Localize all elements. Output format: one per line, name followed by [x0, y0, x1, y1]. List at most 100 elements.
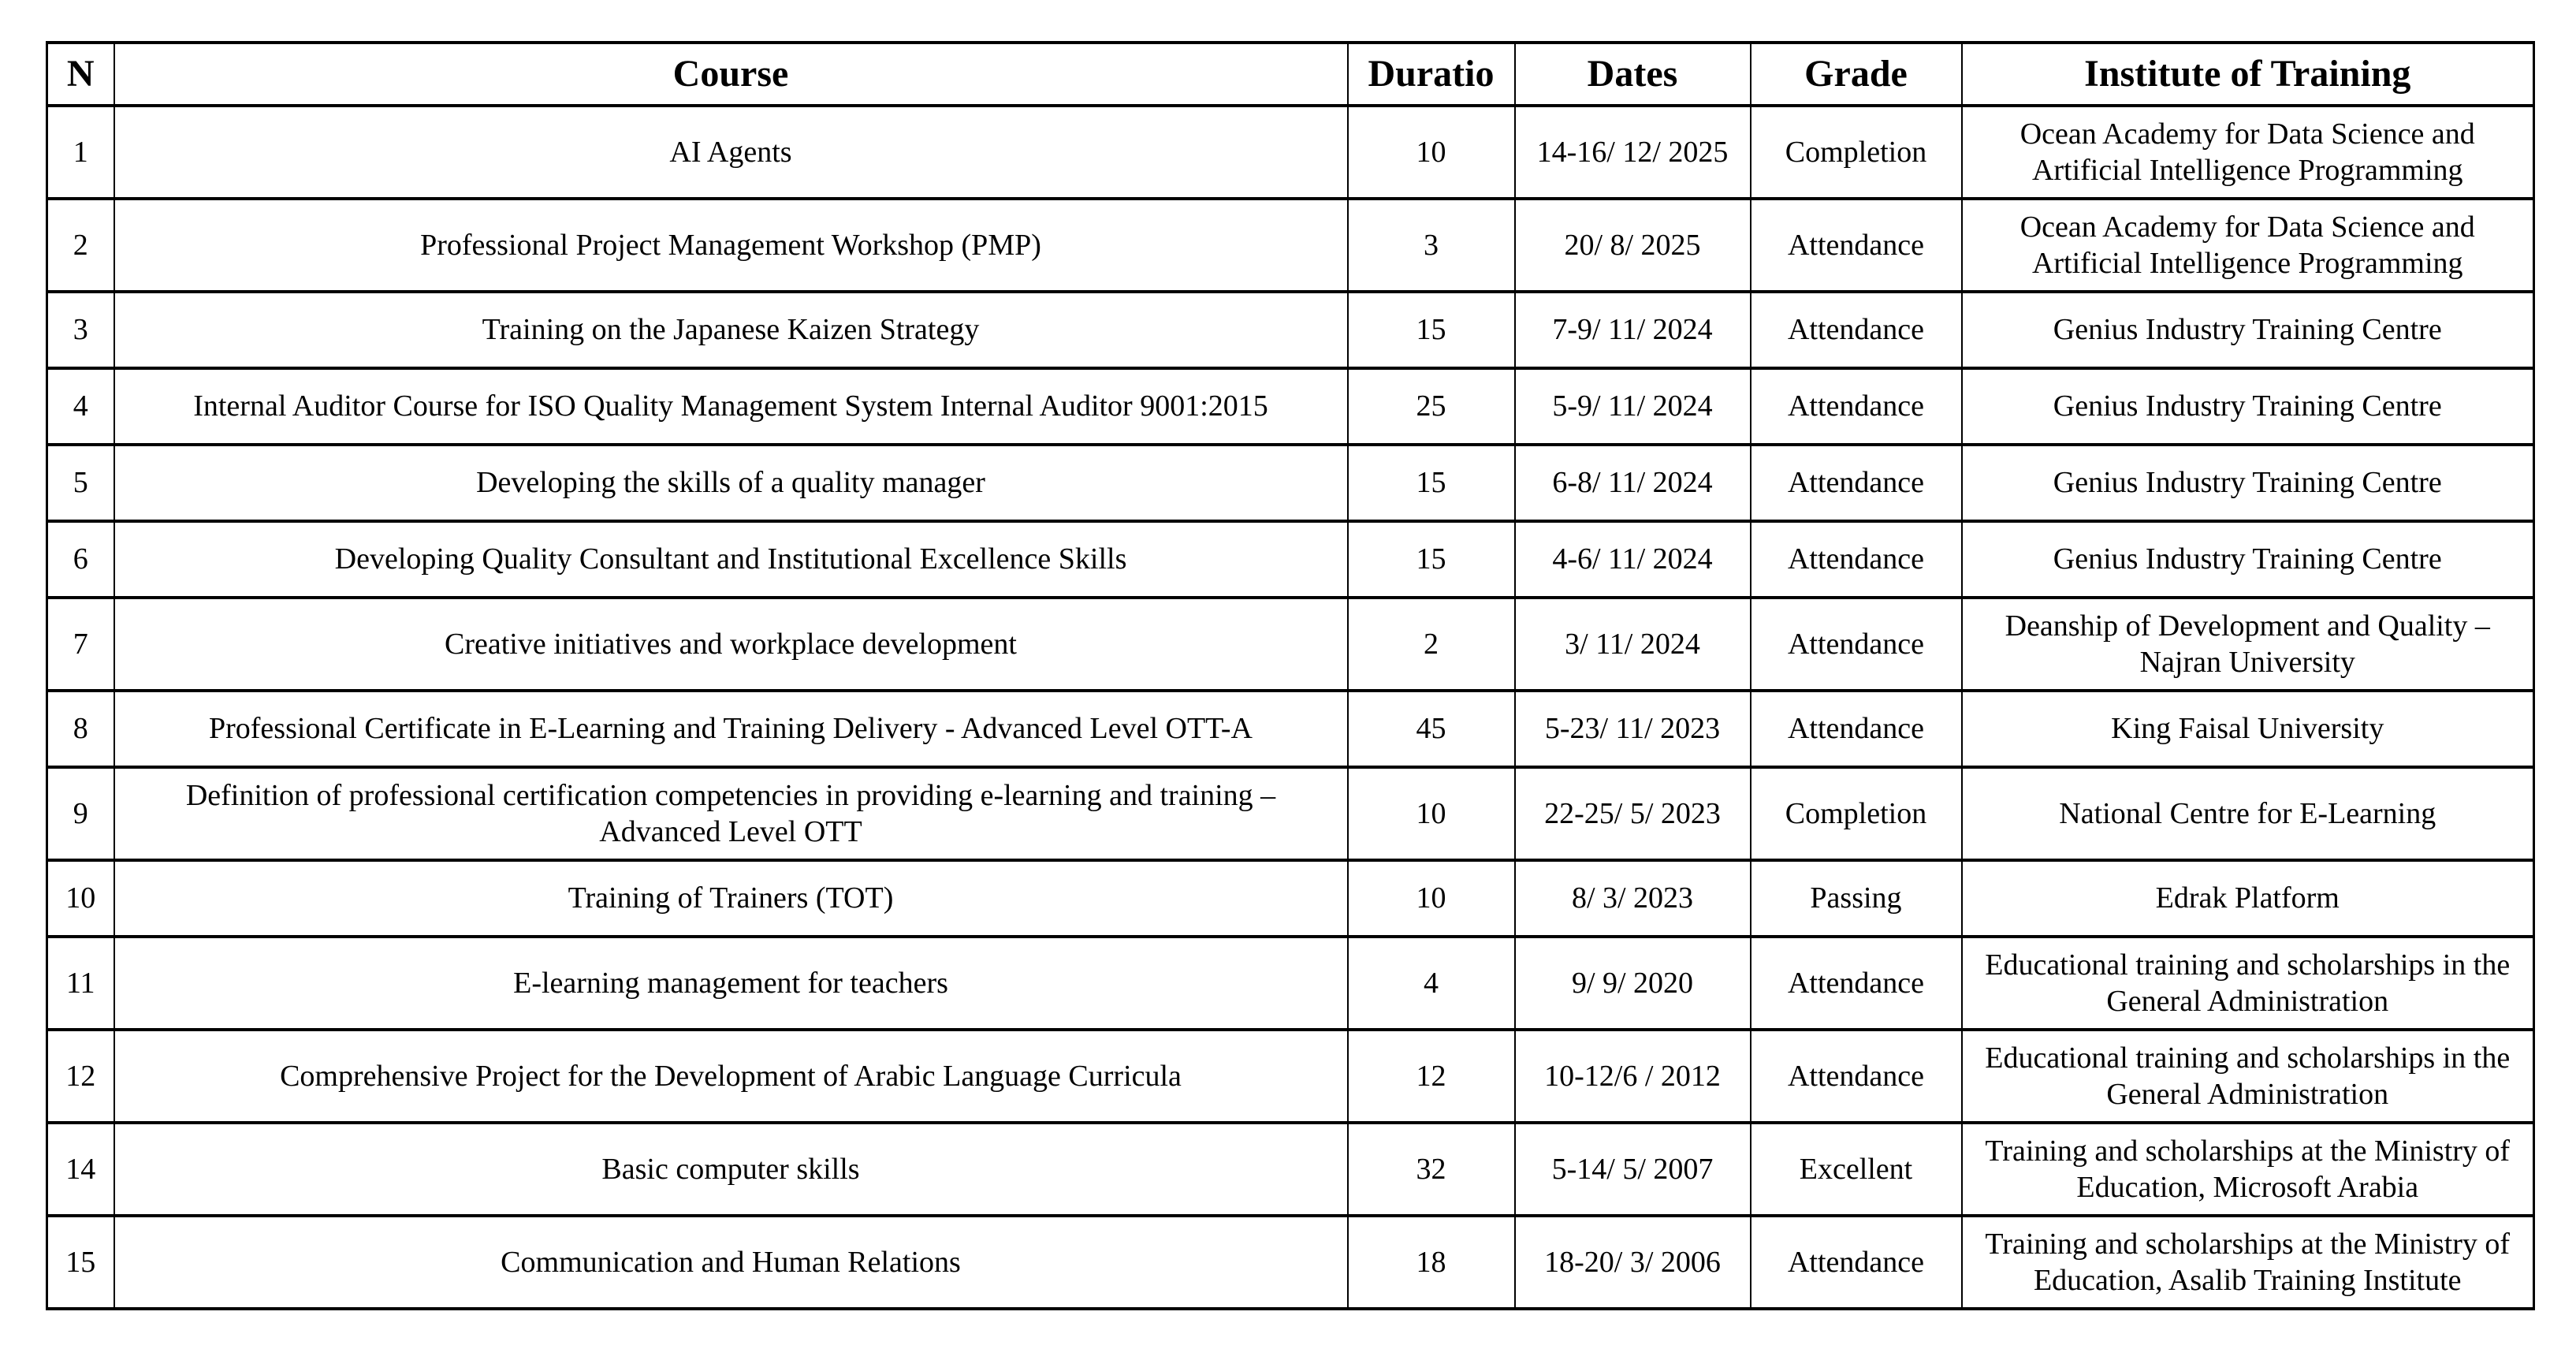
cell-grade: Excellent [1749, 1121, 1963, 1217]
cell-dates: 9/ 9/ 2020 [1513, 935, 1751, 1031]
cell-grade: Attendance [1749, 443, 1963, 523]
cell-course: Developing Quality Consultant and Instit… [113, 520, 1349, 599]
cell-institute: Training and scholarships at the Ministr… [1960, 1214, 2535, 1310]
header-duration: Duratio [1346, 41, 1516, 107]
cell-institute: Training and scholarships at the Ministr… [1960, 1121, 2535, 1217]
cell-n: 3 [46, 290, 115, 370]
cell-course: Professional Project Management Workshop… [113, 197, 1349, 293]
header-institute: Institute of Training [1960, 41, 2535, 107]
cell-n: 5 [46, 443, 115, 523]
cell-grade: Attendance [1749, 520, 1963, 599]
header-row: N Course Duratio Dates Grade Institute o… [46, 41, 2535, 107]
cell-duration: 10 [1346, 104, 1516, 200]
cell-duration: 18 [1346, 1214, 1516, 1310]
cell-n: 6 [46, 520, 115, 599]
cell-dates: 4-6/ 11/ 2024 [1513, 520, 1751, 599]
table-row: 8 Professional Certificate in E-Learning… [46, 689, 2535, 769]
table-row: 1 AI Agents 10 14-16/ 12/ 2025 Completio… [46, 104, 2535, 200]
cell-institute: King Faisal University [1960, 689, 2535, 769]
cell-course: Training of Trainers (TOT) [113, 859, 1349, 938]
cell-course: Communication and Human Relations [113, 1214, 1349, 1310]
cell-institute: Genius Industry Training Centre [1960, 367, 2535, 446]
cell-duration: 15 [1346, 520, 1516, 599]
table-row: 15 Communication and Human Relations 18 … [46, 1214, 2535, 1310]
cell-course: AI Agents [113, 104, 1349, 200]
cell-n: 1 [46, 104, 115, 200]
cell-dates: 6-8/ 11/ 2024 [1513, 443, 1751, 523]
header-course: Course [113, 41, 1349, 107]
cell-n: 9 [46, 766, 115, 862]
cell-duration: 32 [1346, 1121, 1516, 1217]
cell-n: 2 [46, 197, 115, 293]
cell-institute: Educational training and scholarships in… [1960, 935, 2535, 1031]
cell-institute: Edrak Platform [1960, 859, 2535, 938]
cell-grade: Attendance [1749, 596, 1963, 692]
table-row: 9 Definition of professional certificati… [46, 766, 2535, 862]
cell-duration: 10 [1346, 859, 1516, 938]
cell-grade: Attendance [1749, 197, 1963, 293]
cell-institute: Genius Industry Training Centre [1960, 290, 2535, 370]
cell-dates: 20/ 8/ 2025 [1513, 197, 1751, 293]
cell-course: Definition of professional certification… [113, 766, 1349, 862]
cell-dates: 10-12/6 / 2012 [1513, 1028, 1751, 1124]
cell-duration: 10 [1346, 766, 1516, 862]
cell-institute: National Centre for E-Learning [1960, 766, 2535, 862]
cell-n: 7 [46, 596, 115, 692]
cell-course: Internal Auditor Course for ISO Quality … [113, 367, 1349, 446]
cell-grade: Passing [1749, 859, 1963, 938]
cell-duration: 15 [1346, 290, 1516, 370]
table-row: 3 Training on the Japanese Kaizen Strate… [46, 290, 2535, 370]
cell-grade: Attendance [1749, 367, 1963, 446]
cell-dates: 3/ 11/ 2024 [1513, 596, 1751, 692]
table-row: 12 Comprehensive Project for the Develop… [46, 1028, 2535, 1124]
cell-course: Comprehensive Project for the Developmen… [113, 1028, 1349, 1124]
cell-institute: Genius Industry Training Centre [1960, 520, 2535, 599]
table-row: 2 Professional Project Management Worksh… [46, 197, 2535, 293]
cell-grade: Attendance [1749, 689, 1963, 769]
cell-duration: 15 [1346, 443, 1516, 523]
cell-dates: 5-9/ 11/ 2024 [1513, 367, 1751, 446]
cell-dates: 14-16/ 12/ 2025 [1513, 104, 1751, 200]
table-row: 5 Developing the skills of a quality man… [46, 443, 2535, 523]
cell-course: Developing the skills of a quality manag… [113, 443, 1349, 523]
cell-course: Training on the Japanese Kaizen Strategy [113, 290, 1349, 370]
cell-grade: Completion [1749, 104, 1963, 200]
cell-institute: Ocean Academy for Data Science and Artif… [1960, 197, 2535, 293]
cell-n: 10 [46, 859, 115, 938]
training-courses-table: N Course Duratio Dates Grade Institute o… [46, 41, 2535, 1310]
cell-duration: 3 [1346, 197, 1516, 293]
cell-n: 8 [46, 689, 115, 769]
table-row: 6 Developing Quality Consultant and Inst… [46, 520, 2535, 599]
table-row: 14 Basic computer skills 32 5-14/ 5/ 200… [46, 1121, 2535, 1217]
cell-dates: 22-25/ 5/ 2023 [1513, 766, 1751, 862]
cell-institute: Ocean Academy for Data Science and Artif… [1960, 104, 2535, 200]
cell-n: 11 [46, 935, 115, 1031]
cell-duration: 45 [1346, 689, 1516, 769]
table-row: 10 Training of Trainers (TOT) 10 8/ 3/ 2… [46, 859, 2535, 938]
cell-dates: 5-23/ 11/ 2023 [1513, 689, 1751, 769]
cell-grade: Completion [1749, 766, 1963, 862]
cell-course: Creative initiatives and workplace devel… [113, 596, 1349, 692]
cell-duration: 2 [1346, 596, 1516, 692]
cell-n: 14 [46, 1121, 115, 1217]
cell-dates: 8/ 3/ 2023 [1513, 859, 1751, 938]
cell-course: E-learning management for teachers [113, 935, 1349, 1031]
table-row: 7 Creative initiatives and workplace dev… [46, 596, 2535, 692]
header-dates: Dates [1513, 41, 1751, 107]
cell-duration: 25 [1346, 367, 1516, 446]
cell-grade: Attendance [1749, 1028, 1963, 1124]
table-row: 11 E-learning management for teachers 4 … [46, 935, 2535, 1031]
cell-grade: Attendance [1749, 290, 1963, 370]
cell-grade: Attendance [1749, 935, 1963, 1031]
cell-n: 15 [46, 1214, 115, 1310]
cell-dates: 5-14/ 5/ 2007 [1513, 1121, 1751, 1217]
cell-institute: Educational training and scholarships in… [1960, 1028, 2535, 1124]
cell-dates: 7-9/ 11/ 2024 [1513, 290, 1751, 370]
cell-institute: Deanship of Development and Quality – Na… [1960, 596, 2535, 692]
cell-dates: 18-20/ 3/ 2006 [1513, 1214, 1751, 1310]
header-n: N [46, 41, 115, 107]
cell-n: 4 [46, 367, 115, 446]
header-grade: Grade [1749, 41, 1963, 107]
cell-grade: Attendance [1749, 1214, 1963, 1310]
cell-duration: 4 [1346, 935, 1516, 1031]
